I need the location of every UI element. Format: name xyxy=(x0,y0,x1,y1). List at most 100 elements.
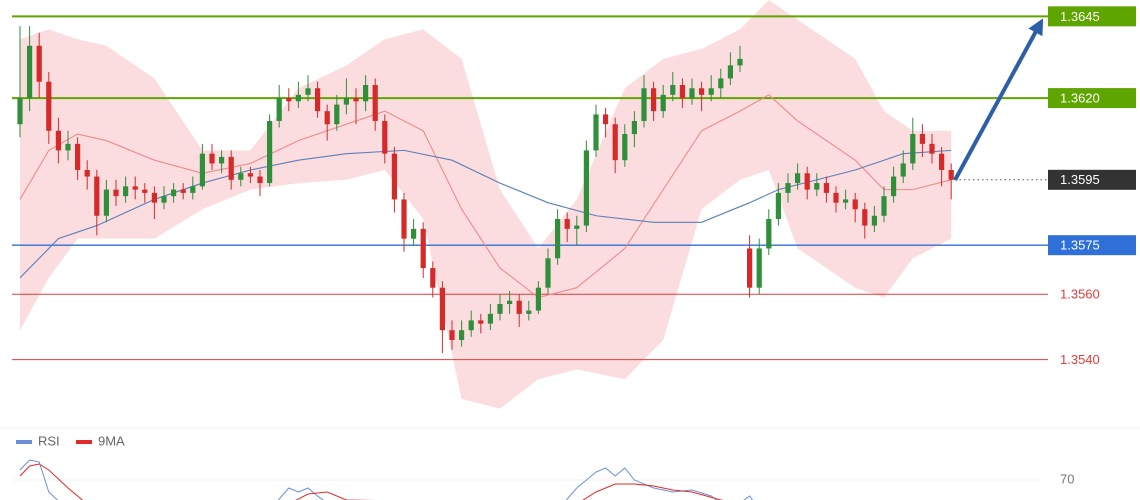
candle-body xyxy=(670,85,676,95)
candle-body xyxy=(507,300,513,305)
legend-swatch xyxy=(76,440,92,444)
candle-body xyxy=(487,313,493,324)
candle-body xyxy=(84,170,90,177)
candle-body xyxy=(574,225,580,229)
candle-body xyxy=(228,156,234,180)
candle-body xyxy=(334,104,340,125)
candle-body xyxy=(315,88,321,112)
candle-body xyxy=(862,209,868,226)
candle-body xyxy=(209,153,215,164)
candle-body xyxy=(727,65,733,79)
candle-body xyxy=(881,196,887,216)
level-box xyxy=(1048,88,1136,109)
rsi-line xyxy=(19,459,753,500)
candle-body xyxy=(843,199,849,203)
candle-body xyxy=(775,192,781,220)
candle-body xyxy=(833,192,839,203)
candle-body xyxy=(699,88,705,95)
candle-body xyxy=(795,173,801,184)
candle-body xyxy=(55,130,61,151)
candle-body xyxy=(756,248,762,288)
candle-body xyxy=(641,88,647,121)
level-box xyxy=(1048,235,1136,256)
candle-body xyxy=(27,45,33,99)
candle-body xyxy=(516,300,522,314)
level-box xyxy=(1048,169,1136,190)
candle-body xyxy=(593,114,599,151)
candle-body xyxy=(267,120,273,184)
price-panel: 1.3645 1.3620 1.3595 1.3575 1.3560 1.3540 xyxy=(12,0,1136,409)
candle-body xyxy=(238,173,244,180)
level-label: 1.3540 xyxy=(1060,352,1100,367)
candle-body xyxy=(430,268,436,288)
candle-body xyxy=(449,330,455,340)
candle-body xyxy=(247,173,253,177)
moving-average xyxy=(19,94,952,299)
level-label: 1.3645 xyxy=(1060,9,1100,24)
candle-body xyxy=(900,163,906,177)
candle-body xyxy=(257,176,263,184)
candle-body xyxy=(420,228,426,269)
candle-body xyxy=(737,58,743,66)
candle-body xyxy=(919,134,925,144)
legend-label: 9MA xyxy=(98,433,125,448)
legend: RSI 9MA xyxy=(16,433,125,448)
candle-body xyxy=(65,143,71,151)
candle-body xyxy=(46,81,52,131)
candle-body xyxy=(766,219,772,249)
candle-body xyxy=(526,310,532,314)
candle-body xyxy=(372,85,378,121)
candle-body xyxy=(939,153,945,170)
candle-body xyxy=(161,196,167,203)
candle-body xyxy=(94,176,100,216)
candle-body xyxy=(391,153,397,200)
candle-body xyxy=(747,248,753,288)
bollinger-band xyxy=(20,0,952,409)
candle-body xyxy=(689,88,695,99)
candle-body xyxy=(123,186,129,197)
level-label: 1.3575 xyxy=(1060,238,1100,253)
candle-body xyxy=(631,120,637,135)
candle-body xyxy=(718,78,724,89)
candle-body xyxy=(478,320,484,324)
candle-body xyxy=(871,215,877,226)
candle-body xyxy=(583,150,589,226)
candle-body xyxy=(459,330,465,340)
candle-body xyxy=(219,156,225,164)
candle-body xyxy=(929,143,935,154)
candle-body xyxy=(324,111,330,125)
candle-body xyxy=(660,94,666,112)
candle-body xyxy=(151,192,157,203)
rsi-line xyxy=(19,463,725,500)
candle-body xyxy=(679,85,685,99)
candle-body xyxy=(343,98,349,105)
forecast-arrow xyxy=(953,18,1044,181)
candle-body xyxy=(353,98,359,102)
candle-body xyxy=(603,114,609,125)
y-tick-label: 70 xyxy=(1060,471,1074,486)
candle-body xyxy=(103,189,109,216)
candle-body xyxy=(622,134,628,161)
candle-body xyxy=(948,170,954,180)
candle-body xyxy=(612,124,618,161)
level-label: 1.3560 xyxy=(1060,287,1100,302)
candle-body xyxy=(411,228,417,239)
candle-body xyxy=(708,88,714,95)
candle-body xyxy=(564,219,570,229)
candle-body xyxy=(180,189,186,193)
candle-body xyxy=(823,183,829,193)
candle-body xyxy=(852,199,858,210)
candle-body xyxy=(439,287,445,331)
candle-body xyxy=(891,176,897,197)
candle-body xyxy=(535,287,541,311)
level-label: 1.3620 xyxy=(1060,91,1100,106)
candle-body xyxy=(142,189,148,193)
candle-body xyxy=(804,173,810,190)
candle-body xyxy=(113,189,119,197)
candle-body xyxy=(785,183,791,193)
candle-body xyxy=(132,186,138,190)
candle-body xyxy=(363,85,369,102)
candle-body xyxy=(305,88,311,95)
